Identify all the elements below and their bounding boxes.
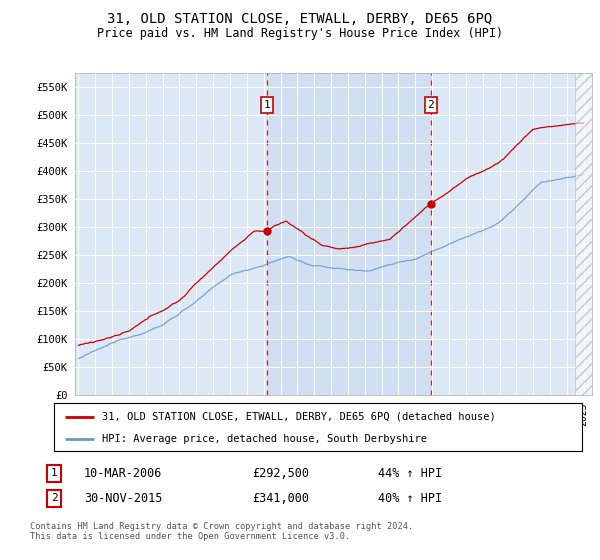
Text: 44% ↑ HPI: 44% ↑ HPI [378, 466, 442, 480]
Text: 1: 1 [50, 468, 58, 478]
Text: 10-MAR-2006: 10-MAR-2006 [84, 466, 163, 480]
Text: 30-NOV-2015: 30-NOV-2015 [84, 492, 163, 505]
Text: Price paid vs. HM Land Registry's House Price Index (HPI): Price paid vs. HM Land Registry's House … [97, 27, 503, 40]
Text: 2: 2 [427, 100, 434, 110]
Text: 2: 2 [50, 493, 58, 503]
Text: 1: 1 [263, 100, 270, 110]
Text: 31, OLD STATION CLOSE, ETWALL, DERBY, DE65 6PQ: 31, OLD STATION CLOSE, ETWALL, DERBY, DE… [107, 12, 493, 26]
Text: HPI: Average price, detached house, South Derbyshire: HPI: Average price, detached house, Sout… [101, 434, 427, 444]
Text: Contains HM Land Registry data © Crown copyright and database right 2024.
This d: Contains HM Land Registry data © Crown c… [30, 522, 413, 542]
Bar [267, 73, 431, 395]
Text: 40% ↑ HPI: 40% ↑ HPI [378, 492, 442, 505]
Text: £341,000: £341,000 [252, 492, 309, 505]
Text: 31, OLD STATION CLOSE, ETWALL, DERBY, DE65 6PQ (detached house): 31, OLD STATION CLOSE, ETWALL, DERBY, DE… [101, 412, 495, 422]
Text: £292,500: £292,500 [252, 466, 309, 480]
